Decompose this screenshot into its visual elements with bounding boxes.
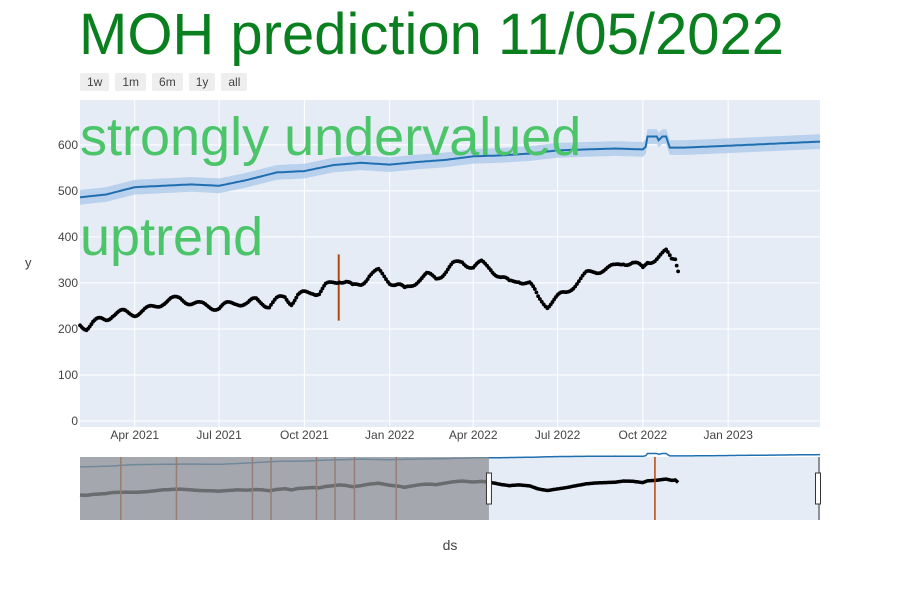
actual-point (536, 294, 540, 299)
actual-point (534, 290, 539, 295)
actual-point (384, 277, 388, 282)
actual-point (578, 276, 583, 281)
y-axis-title: y (25, 255, 32, 270)
y-tick-label: 100 (58, 368, 78, 382)
x-tick-label: Jan 2023 (704, 428, 754, 442)
forecast-uncertainty-band (80, 129, 820, 205)
range-button-all[interactable]: all (221, 73, 248, 91)
range-slider-mask (80, 457, 489, 520)
actual-point (294, 295, 299, 300)
actual-point (577, 279, 581, 284)
actual-point (531, 284, 535, 289)
range-selector: 1w 1m 6m 1y all (80, 73, 248, 92)
x-tick-label: Apr 2021 (110, 428, 159, 442)
x-tick-label: Oct 2021 (280, 428, 329, 442)
actual-point (319, 289, 323, 294)
actual-point (267, 305, 272, 310)
range-button-1y[interactable]: 1y (188, 73, 216, 91)
actual-point (676, 269, 680, 274)
actual-point (292, 298, 297, 303)
chart-title: MOH prediction 11/05/2022 (79, 2, 785, 67)
y-tick-label: 400 (58, 230, 78, 244)
range-slider-left-handle[interactable] (485, 472, 492, 505)
actual-point (666, 250, 670, 254)
x-tick-label: Apr 2022 (449, 428, 498, 442)
actual-point (539, 299, 544, 304)
annotation-valuation: strongly undervalued (80, 107, 581, 167)
x-tick-label: Jul 2022 (535, 428, 581, 442)
y-tick-label: 500 (58, 184, 78, 198)
range-button-1m[interactable]: 1m (115, 73, 147, 91)
y-tick-label: 200 (58, 322, 78, 336)
actual-point (673, 257, 678, 262)
forecast-line (79, 135, 821, 199)
actual-point (532, 287, 537, 291)
x-tick-label: Jul 2021 (196, 428, 242, 442)
range-button-6m[interactable]: 6m (152, 73, 183, 91)
actual-point (575, 282, 579, 286)
actual-point (382, 274, 387, 279)
actual-point (667, 253, 672, 258)
range-slider-right-handle[interactable] (815, 472, 821, 505)
y-tick-label: 300 (58, 276, 78, 290)
y-tick-label: 600 (58, 138, 78, 152)
x-tick-label: Oct 2022 (619, 428, 668, 442)
actual-point (380, 271, 385, 276)
x-tick-label: Jan 2022 (365, 428, 415, 442)
y-tick-label: 0 (71, 414, 78, 428)
annotation-trend: uptrend (80, 207, 263, 267)
range-button-1w[interactable]: 1w (80, 73, 110, 91)
actual-point (269, 303, 273, 307)
actual-point (538, 297, 542, 301)
x-axis-title: ds (442, 537, 458, 553)
actual-point (283, 295, 287, 299)
actual-point (674, 263, 679, 268)
actual-point (317, 292, 322, 297)
